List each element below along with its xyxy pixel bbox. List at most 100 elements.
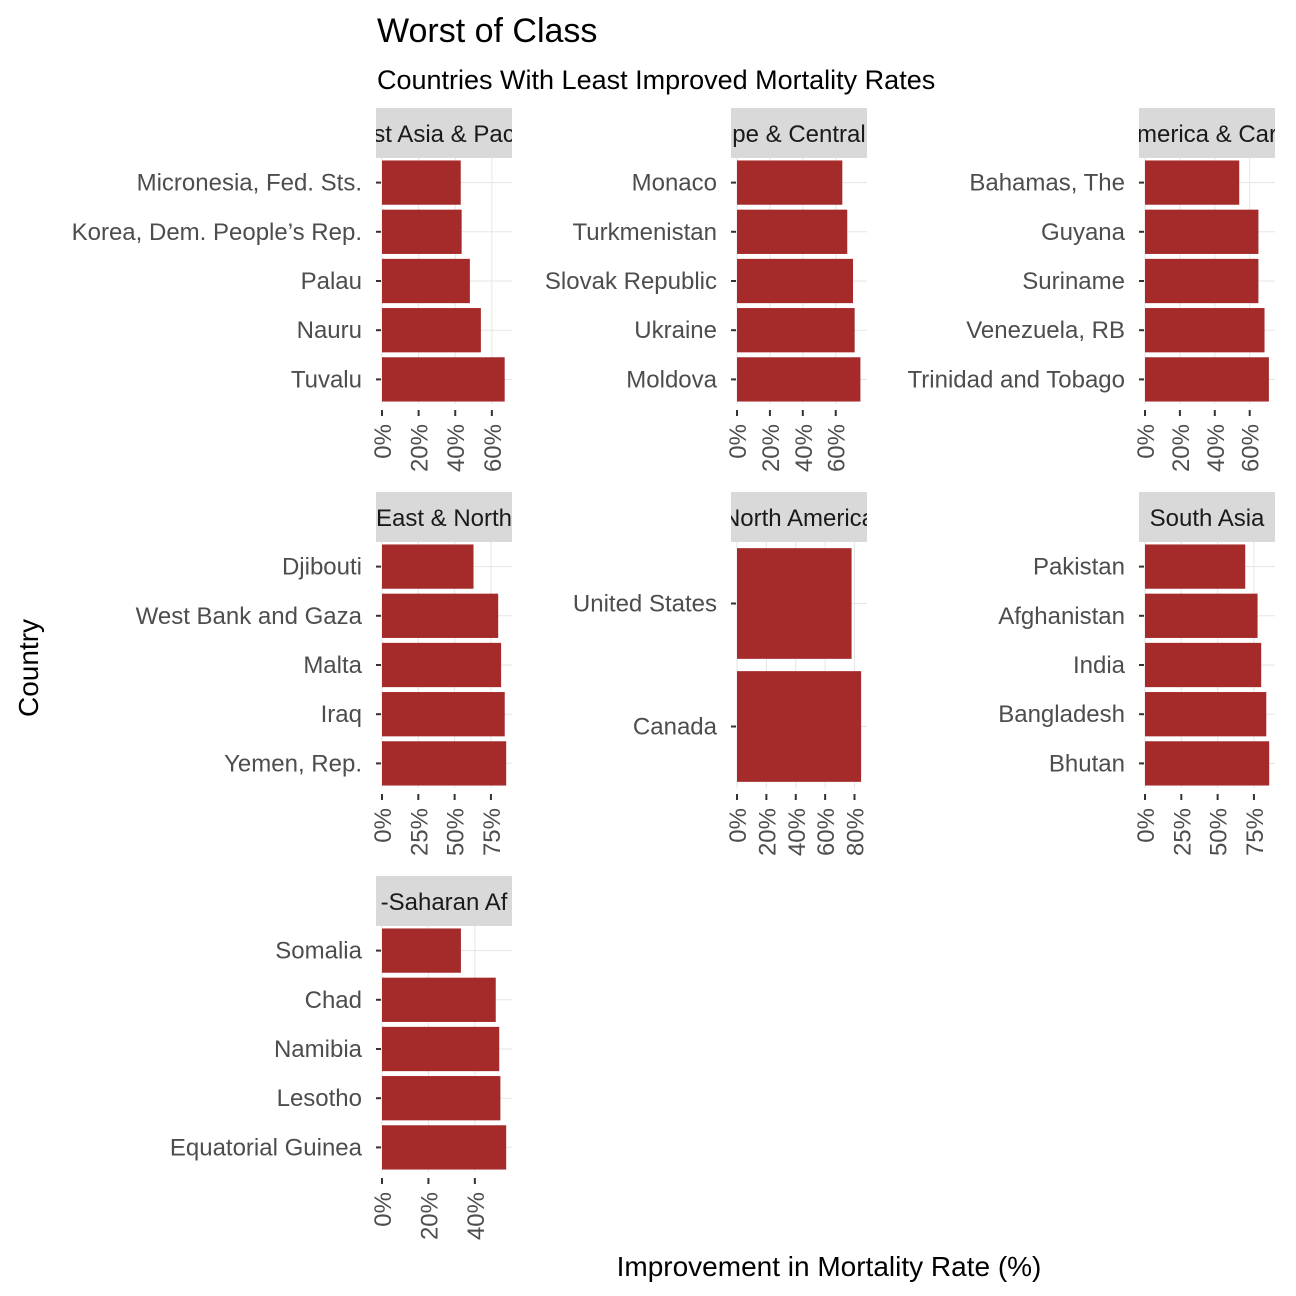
facet-strip bbox=[1139, 492, 1275, 542]
bar-west-bank-and-gaza bbox=[382, 593, 499, 638]
category-label: Nauru bbox=[297, 317, 362, 344]
facet-strip-label: st Asia & Pac bbox=[373, 121, 514, 148]
bar-equatorial-guinea bbox=[382, 1125, 507, 1170]
bar-moldova bbox=[737, 357, 861, 402]
bar-bahamas-the bbox=[1145, 160, 1240, 205]
y-axis-title: Country bbox=[13, 619, 44, 717]
category-label: Iraq bbox=[321, 701, 362, 728]
category-label: Somalia bbox=[275, 938, 362, 965]
x-tick-label: 0% bbox=[370, 1192, 397, 1227]
bar-korea-dem-people-s-rep bbox=[382, 209, 462, 254]
category-label: Slovak Republic bbox=[545, 268, 717, 295]
bar-bhutan bbox=[1145, 741, 1270, 786]
x-tick-label: 0% bbox=[370, 424, 397, 459]
facet-east-asia-pacific: st Asia & Pac Micronesia, Fed. Sts. Korea,… bbox=[72, 108, 514, 472]
facet-strip-label: merica & Car bbox=[1137, 121, 1277, 148]
facet-north-america: North America United States Canada 0% 20% 40%… bbox=[573, 492, 876, 856]
x-tick-label: 60% bbox=[824, 424, 851, 472]
x-tick-label: 40% bbox=[463, 1192, 490, 1240]
x-tick-label: 0% bbox=[1133, 808, 1160, 843]
x-tick-label: 20% bbox=[758, 424, 785, 472]
category-label: Afghanistan bbox=[998, 603, 1125, 630]
bar-suriname bbox=[1145, 258, 1259, 304]
x-tick-label: 20% bbox=[754, 808, 781, 856]
category-label: Turkmenistan bbox=[573, 219, 718, 246]
category-label: United States bbox=[573, 591, 717, 618]
facet-strip bbox=[376, 492, 512, 542]
bar-somalia bbox=[382, 928, 461, 973]
x-axis-title: Improvement in Mortality Rate (%) bbox=[617, 1251, 1042, 1282]
facet-south-asia: South Asia Pakistan Afghanistan India Bangla… bbox=[998, 492, 1275, 856]
category-label: Chad bbox=[305, 987, 362, 1014]
category-label: Korea, Dem. People’s Rep. bbox=[72, 219, 362, 246]
x-tick-label: 75% bbox=[1242, 808, 1269, 856]
category-label: Yemen, Rep. bbox=[224, 750, 362, 777]
x-tick-label: 20% bbox=[1168, 424, 1195, 472]
x-tick-label: 0% bbox=[1133, 424, 1160, 459]
bar-tuvalu bbox=[382, 357, 505, 402]
facet-strip-label: North America bbox=[723, 505, 876, 532]
bar-malta bbox=[382, 642, 502, 688]
bar-turkmenistan bbox=[737, 209, 848, 254]
category-label: India bbox=[1073, 652, 1126, 679]
facet-panels: st Asia & Pac Micronesia, Fed. Sts. Korea,… bbox=[72, 108, 1277, 1240]
chart-title: Worst of Class bbox=[377, 12, 597, 50]
x-tick-label: 50% bbox=[443, 808, 470, 856]
bar-iraq bbox=[382, 692, 505, 737]
bar-palau bbox=[382, 258, 470, 304]
bar-micronesia-fed-sts bbox=[382, 160, 461, 205]
x-tick-label: 60% bbox=[813, 808, 840, 856]
chart-subtitle: Countries With Least Improved Mortality … bbox=[377, 65, 935, 95]
bar-ukraine bbox=[737, 308, 855, 353]
facet-latin-america-caribbean: merica & Car Bahamas, The Guyana Suriname Ve… bbox=[908, 108, 1277, 472]
category-label: Moldova bbox=[626, 366, 717, 393]
category-label: Bangladesh bbox=[998, 701, 1125, 728]
x-tick-label: 0% bbox=[725, 808, 752, 843]
category-label: Lesotho bbox=[277, 1085, 362, 1112]
bar-bangladesh bbox=[1145, 692, 1267, 737]
bar-namibia bbox=[382, 1026, 500, 1072]
category-label: Canada bbox=[633, 714, 718, 741]
bar-lesotho bbox=[382, 1076, 501, 1121]
x-tick-label: 25% bbox=[1169, 808, 1196, 856]
category-label: Malta bbox=[303, 652, 362, 679]
facet-strip-label: South Asia bbox=[1150, 505, 1265, 532]
facet-strip-label: East & North bbox=[376, 505, 512, 532]
x-tick-label: 80% bbox=[843, 808, 870, 856]
category-label: Palau bbox=[301, 268, 362, 295]
category-label: Ukraine bbox=[634, 317, 717, 344]
category-label: Venezuela, RB bbox=[966, 317, 1125, 344]
x-tick-label: 40% bbox=[784, 808, 811, 856]
x-tick-label: 60% bbox=[480, 424, 507, 472]
category-label: Guyana bbox=[1041, 219, 1126, 246]
x-tick-label: 25% bbox=[406, 808, 433, 856]
bar-yemen-rep bbox=[382, 741, 507, 786]
bar-monaco bbox=[737, 160, 843, 205]
facet-strip-label: -Saharan Af bbox=[381, 889, 508, 916]
category-label: Micronesia, Fed. Sts. bbox=[137, 170, 362, 197]
category-label: Trinidad and Tobago bbox=[908, 366, 1126, 393]
bar-slovak-republic bbox=[737, 258, 854, 304]
x-tick-label: 50% bbox=[1206, 808, 1233, 856]
bar-chad bbox=[382, 977, 496, 1022]
category-label: Bhutan bbox=[1049, 750, 1125, 777]
bar-nauru bbox=[382, 308, 481, 353]
facet-strip bbox=[731, 108, 867, 158]
bar-afghanistan bbox=[1145, 593, 1258, 638]
category-label: Equatorial Guinea bbox=[170, 1134, 363, 1161]
facet-sub-saharan-africa: -Saharan Af Somalia Chad Namibia Lesotho Equa… bbox=[170, 876, 512, 1240]
bar-djibouti bbox=[382, 544, 474, 589]
bar-guyana bbox=[1145, 209, 1259, 254]
category-label: West Bank and Gaza bbox=[136, 603, 363, 630]
facet-strip bbox=[376, 108, 512, 158]
facet-strip bbox=[376, 876, 512, 926]
x-tick-label: 75% bbox=[479, 808, 506, 856]
bar-pakistan bbox=[1145, 544, 1246, 589]
bar-venezuela-rb bbox=[1145, 308, 1265, 353]
facet-strip bbox=[1139, 108, 1275, 158]
x-tick-label: 20% bbox=[407, 424, 434, 472]
facet-europe-central-asia: pe & Central Monaco Turkmenistan Slovak Rep… bbox=[545, 108, 867, 472]
category-label: Suriname bbox=[1022, 268, 1125, 295]
